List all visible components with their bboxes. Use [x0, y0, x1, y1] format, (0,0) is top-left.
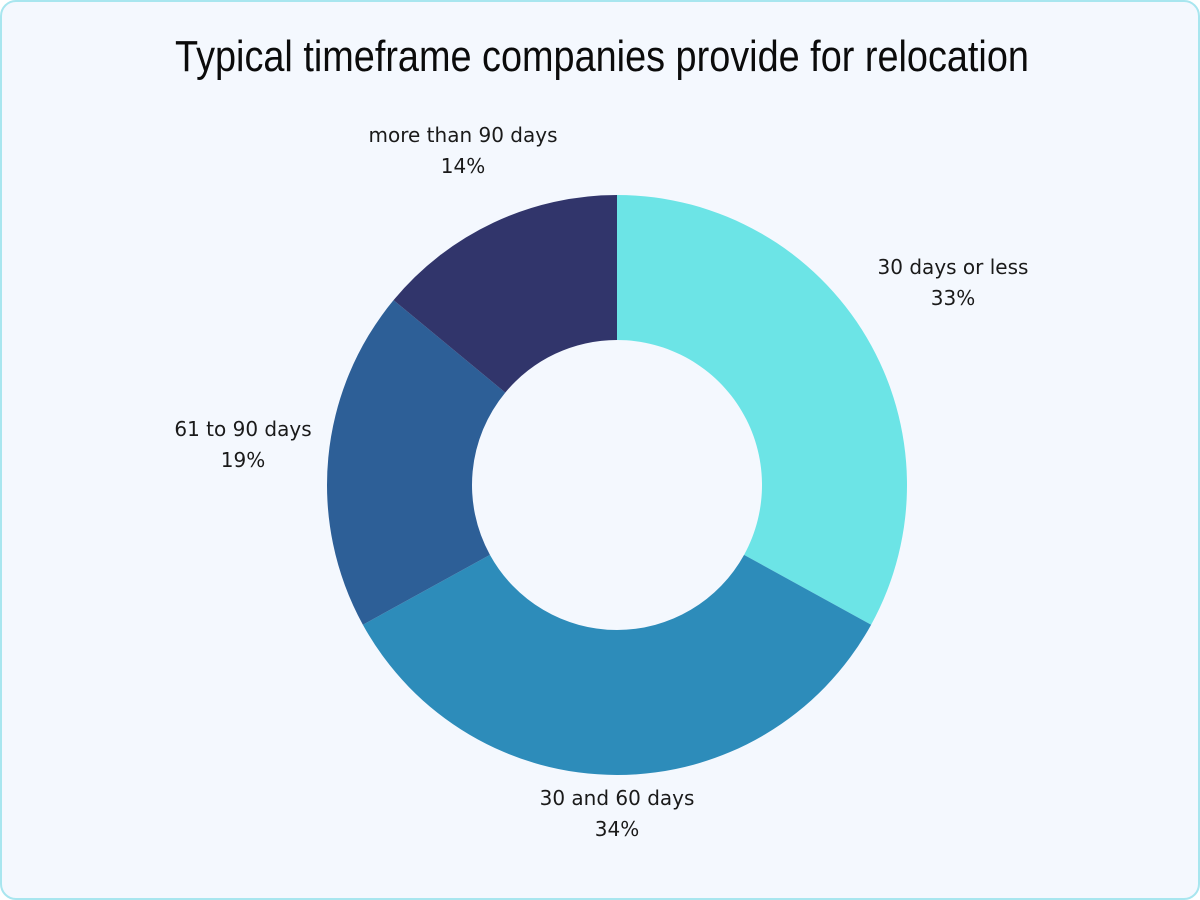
label-61-to-90-days: 61 to 90 days 19% — [174, 414, 311, 476]
label-name: 30 and 60 days — [539, 786, 695, 810]
label-name: 30 days or less — [877, 255, 1029, 279]
label-name: 61 to 90 days — [174, 417, 312, 441]
label-more-than-90-days: more than 90 days 14% — [369, 120, 558, 182]
label-30-and-60-days: 30 and 60 days 34% — [540, 783, 695, 845]
label-pct: 19% — [220, 448, 266, 472]
label-pct: 34% — [594, 817, 640, 841]
chart-title: Typical timeframe companies provide for … — [175, 32, 1029, 81]
label-30-days-or-less: 30 days or less 33% — [878, 252, 1029, 314]
slice-30-and-60-days — [362, 554, 872, 775]
label-pct: 33% — [930, 286, 976, 310]
slice-more-than-90-days — [393, 195, 617, 393]
label-name: more than 90 days — [368, 123, 558, 147]
slice-30-days-or-less — [617, 195, 908, 625]
label-pct: 14% — [440, 154, 486, 178]
slice-61-to-90-days — [327, 300, 506, 625]
